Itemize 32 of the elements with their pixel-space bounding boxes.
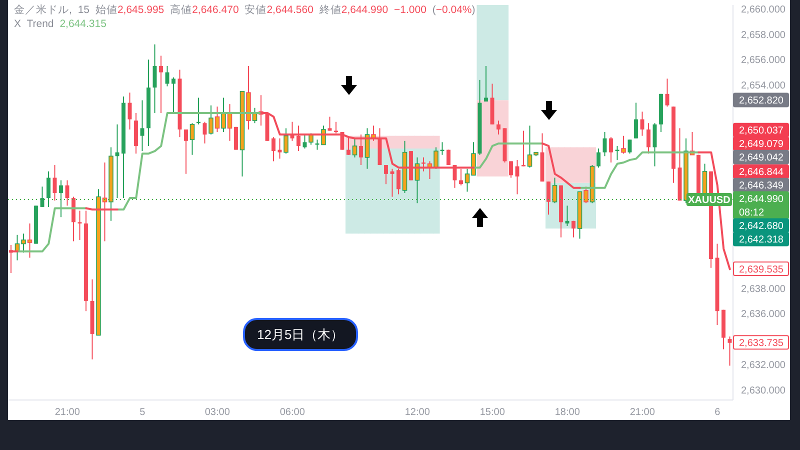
y-tick-label: 2,638.000 — [741, 284, 786, 295]
x-tick-label: 15:00 — [480, 407, 506, 418]
text: 2,649.042 — [739, 152, 784, 164]
text: X Trend 2,644.315 — [14, 18, 106, 30]
x-tick-label: 5 — [140, 407, 146, 418]
y-tick-label: 2,656.000 — [741, 55, 786, 66]
text: 2,646.844 — [739, 167, 784, 178]
text: 2,649.079 — [739, 139, 784, 150]
x-tick-label: 18:00 — [554, 407, 580, 418]
x-tick-label: 6 — [714, 407, 721, 418]
y-tick-label: 2,632.000 — [741, 360, 786, 371]
ref-line-label: 2,644.990 08:12 — [739, 194, 784, 219]
text: 2,650.037 — [739, 126, 784, 137]
x-tick-label: 06:00 — [280, 407, 306, 418]
y-tick-label: 2,654.000 — [741, 80, 786, 92]
annotation: XAUUSD — [688, 195, 730, 206]
text: 2,652.820 — [739, 96, 784, 107]
y-tick-label: 2,630.000 — [741, 385, 786, 396]
text: 2,639.535 — [739, 264, 784, 276]
annotation: 12月5日（木） — [243, 318, 358, 351]
text: 2,642.680 — [739, 221, 784, 232]
chart-title: 金／米ドル, 15 始値2,645.995 高値2,646.470 安値2,644.560 終値2,644.990 −1.000 (−0.04%) — [14, 4, 476, 16]
text: 2,642.318 — [739, 234, 784, 246]
y-tick-label: 2,636.000 — [741, 309, 786, 320]
y-tick-label: 2,658.000 — [741, 30, 786, 41]
x-tick-label: 12:00 — [404, 407, 430, 418]
y-tick-label: 2,660.000 — [741, 4, 786, 16]
x-tick-label: 03:00 — [204, 407, 230, 418]
text: 2,633.735 — [739, 338, 784, 349]
x-tick-label: 21:00 — [630, 407, 656, 418]
x-tick-label: 21:00 — [54, 407, 80, 418]
text: 2,646.349 — [739, 180, 784, 192]
